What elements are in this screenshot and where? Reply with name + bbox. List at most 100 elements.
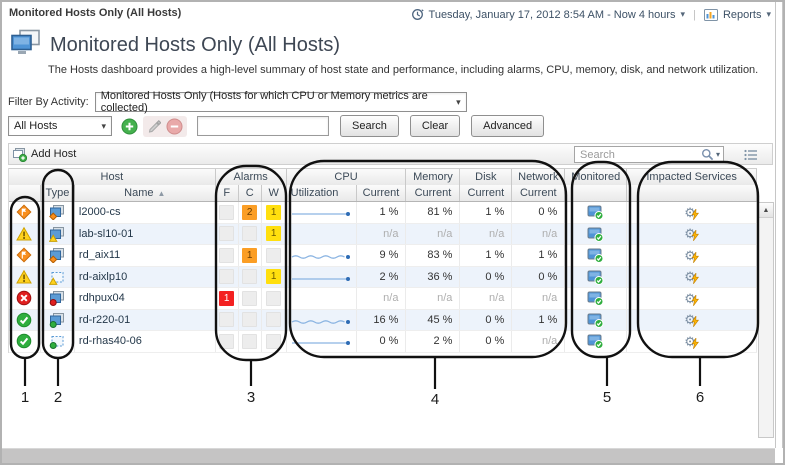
alarm-empty-cell <box>242 269 258 285</box>
add-host-button[interactable]: Add Host <box>12 147 76 162</box>
network-current-value: 1 % <box>512 309 566 330</box>
column-header-utilization[interactable]: Utilization <box>287 185 357 201</box>
callout-number-4: 4 <box>431 391 439 408</box>
host-name-link[interactable]: l2000-cs <box>75 202 216 223</box>
column-group-impacted-services[interactable]: Impacted Services <box>627 169 758 185</box>
edit-list-button[interactable] <box>147 119 161 133</box>
column-header-name[interactable]: Name ▲ <box>75 185 216 201</box>
column-group-alarms[interactable]: Alarms <box>216 169 287 185</box>
alarm-count-badge[interactable]: 2 <box>242 204 258 220</box>
breadcrumb[interactable]: Monitored Hosts Only (All Hosts) <box>9 7 182 19</box>
impacted-services-icon[interactable]: ⚙ <box>627 309 757 330</box>
host-search-input[interactable] <box>197 116 329 136</box>
add-list-button[interactable] <box>121 118 138 135</box>
grid-search-input[interactable] <box>578 147 701 162</box>
host-name-link[interactable]: rd_aix11 <box>75 245 216 266</box>
alarm-count-badge[interactable]: 1 <box>266 269 282 285</box>
alarm-warning-cell: 1 <box>262 202 287 223</box>
cpu-utilization-sparkline <box>287 309 357 330</box>
network-current-value: 0 % <box>512 266 566 287</box>
column-header-critical[interactable]: C <box>239 185 262 201</box>
column-header-network-current[interactable]: Current <box>512 185 566 201</box>
alarm-count-badge[interactable]: 1 <box>219 290 235 306</box>
hosts-table: Host Alarms CPU Memory Disk Network Moni… <box>8 168 758 353</box>
alarm-critical-cell <box>239 223 262 244</box>
monitored-icon[interactable] <box>565 288 628 309</box>
column-group-network[interactable]: Network <box>512 169 566 185</box>
monitored-icon[interactable] <box>565 223 628 244</box>
host-row-rd-r220-01[interactable]: rd-r220-01 16 % 45 % 0 % 1 % ⚙ <box>9 309 757 331</box>
host-row-lab-sl10-01[interactable]: lab-sl10-01 1 n/a n/a n/a n/a ⚙ <box>9 223 757 245</box>
column-header-fatal[interactable]: F <box>216 185 239 201</box>
chevron-down-icon[interactable]: ▾ <box>715 150 720 159</box>
chevron-down-icon[interactable]: ▾ <box>766 9 771 19</box>
host-severity-icon <box>9 331 41 352</box>
monitored-icon[interactable] <box>565 331 628 352</box>
host-name-link[interactable]: lab-sl10-01 <box>75 223 216 244</box>
alarm-empty-cell <box>219 333 235 349</box>
host-row-rd-aixlp10[interactable]: rd-aixlp10 1 2 % 36 % 0 % 0 % ⚙ <box>9 266 757 288</box>
column-group-host[interactable]: Host <box>9 169 216 185</box>
filter-by-activity-dropdown[interactable]: Monitored Hosts Only (Hosts for which CP… <box>94 90 467 114</box>
impacted-services-icon[interactable]: ⚙ <box>627 223 757 244</box>
host-type-icon <box>41 266 75 287</box>
alarm-critical-cell <box>239 331 262 352</box>
column-header-disk-current[interactable]: Current <box>460 185 513 201</box>
host-name-link[interactable]: rdhpux04 <box>75 288 216 309</box>
host-name-link[interactable]: rd-aixlp10 <box>75 266 216 287</box>
lightning-icon <box>691 294 699 306</box>
cpu-utilization-sparkline <box>287 331 357 352</box>
impacted-services-icon[interactable]: ⚙ <box>627 245 757 266</box>
monitored-icon[interactable] <box>565 245 628 266</box>
host-scope-dropdown[interactable]: All Hosts ▾ <box>8 116 112 136</box>
column-header-monitored[interactable] <box>565 185 628 201</box>
column-group-monitored[interactable]: Monitored <box>565 169 628 185</box>
column-header-type[interactable]: Type <box>41 185 75 201</box>
search-button[interactable]: Search <box>340 115 399 137</box>
grid-menu-icon[interactable] <box>744 149 758 164</box>
column-header-severity[interactable] <box>9 185 41 201</box>
host-name-link[interactable]: rd-rhas40-06 <box>75 331 216 352</box>
column-header-cpu-current[interactable]: Current <box>357 185 407 201</box>
host-row-rdhpux04[interactable]: rdhpux04 1 n/a n/a n/a n/a ⚙ <box>9 288 757 310</box>
clear-button[interactable]: Clear <box>409 115 461 137</box>
column-group-disk[interactable]: Disk <box>460 169 513 185</box>
remove-list-button[interactable] <box>166 118 183 135</box>
host-name-link[interactable]: rd-r220-01 <box>75 309 216 330</box>
chevron-down-icon: ▾ <box>456 96 461 107</box>
alarm-fatal-cell <box>216 309 239 330</box>
monitored-icon[interactable] <box>565 202 628 223</box>
alarm-count-badge[interactable]: 1 <box>242 247 258 263</box>
network-current-value: 0 % <box>512 202 566 223</box>
column-header-memory-current[interactable]: Current <box>406 185 461 201</box>
host-row-rd-rhas40-06[interactable]: rd-rhas40-06 0 % 2 % 0 % n/a ⚙ <box>9 331 757 353</box>
column-header-warning[interactable]: W <box>262 185 287 201</box>
column-group-cpu[interactable]: CPU <box>287 169 407 185</box>
column-group-memory[interactable]: Memory <box>406 169 461 185</box>
host-row-l2000-cs[interactable]: l2000-cs 2 1 1 % 81 % 1 % 0 % ⚙ <box>9 202 757 224</box>
impacted-services-icon[interactable]: ⚙ <box>627 266 757 287</box>
timebar: Tuesday, January 17, 2012 8:54 AM - Now … <box>411 8 771 21</box>
chevron-down-icon[interactable]: ▾ <box>680 9 686 19</box>
monitored-icon[interactable] <box>565 266 628 287</box>
alarm-empty-cell <box>219 312 235 328</box>
reports-menu[interactable]: Reports <box>722 8 762 21</box>
alarm-count-badge[interactable]: 1 <box>266 226 282 242</box>
window-horizontal-scrollbar[interactable] <box>2 448 775 463</box>
alarm-count-badge[interactable]: 1 <box>266 204 282 220</box>
column-header-impacted-services[interactable] <box>627 185 757 201</box>
network-current-value: n/a <box>512 331 566 352</box>
time-range-label[interactable]: Tuesday, January 17, 2012 8:54 AM - Now … <box>428 8 676 21</box>
impacted-services-icon[interactable]: ⚙ <box>627 288 757 309</box>
scrollbar-up-icon[interactable]: ▲ <box>759 203 773 218</box>
table-scrollbar[interactable]: ▲ <box>758 202 774 438</box>
impacted-services-icon[interactable]: ⚙ <box>627 331 757 352</box>
advanced-button[interactable]: Advanced <box>471 115 545 137</box>
host-row-rd_aix11[interactable]: rd_aix11 1 9 % 83 % 1 % 1 % ⚙ <box>9 245 757 267</box>
impacted-services-icon[interactable]: ⚙ <box>627 202 757 223</box>
monitored-icon[interactable] <box>565 309 628 330</box>
search-icon[interactable] <box>701 148 714 161</box>
window-scrollbar-track[interactable] <box>775 2 783 448</box>
memory-current-value: 81 % <box>406 202 461 223</box>
